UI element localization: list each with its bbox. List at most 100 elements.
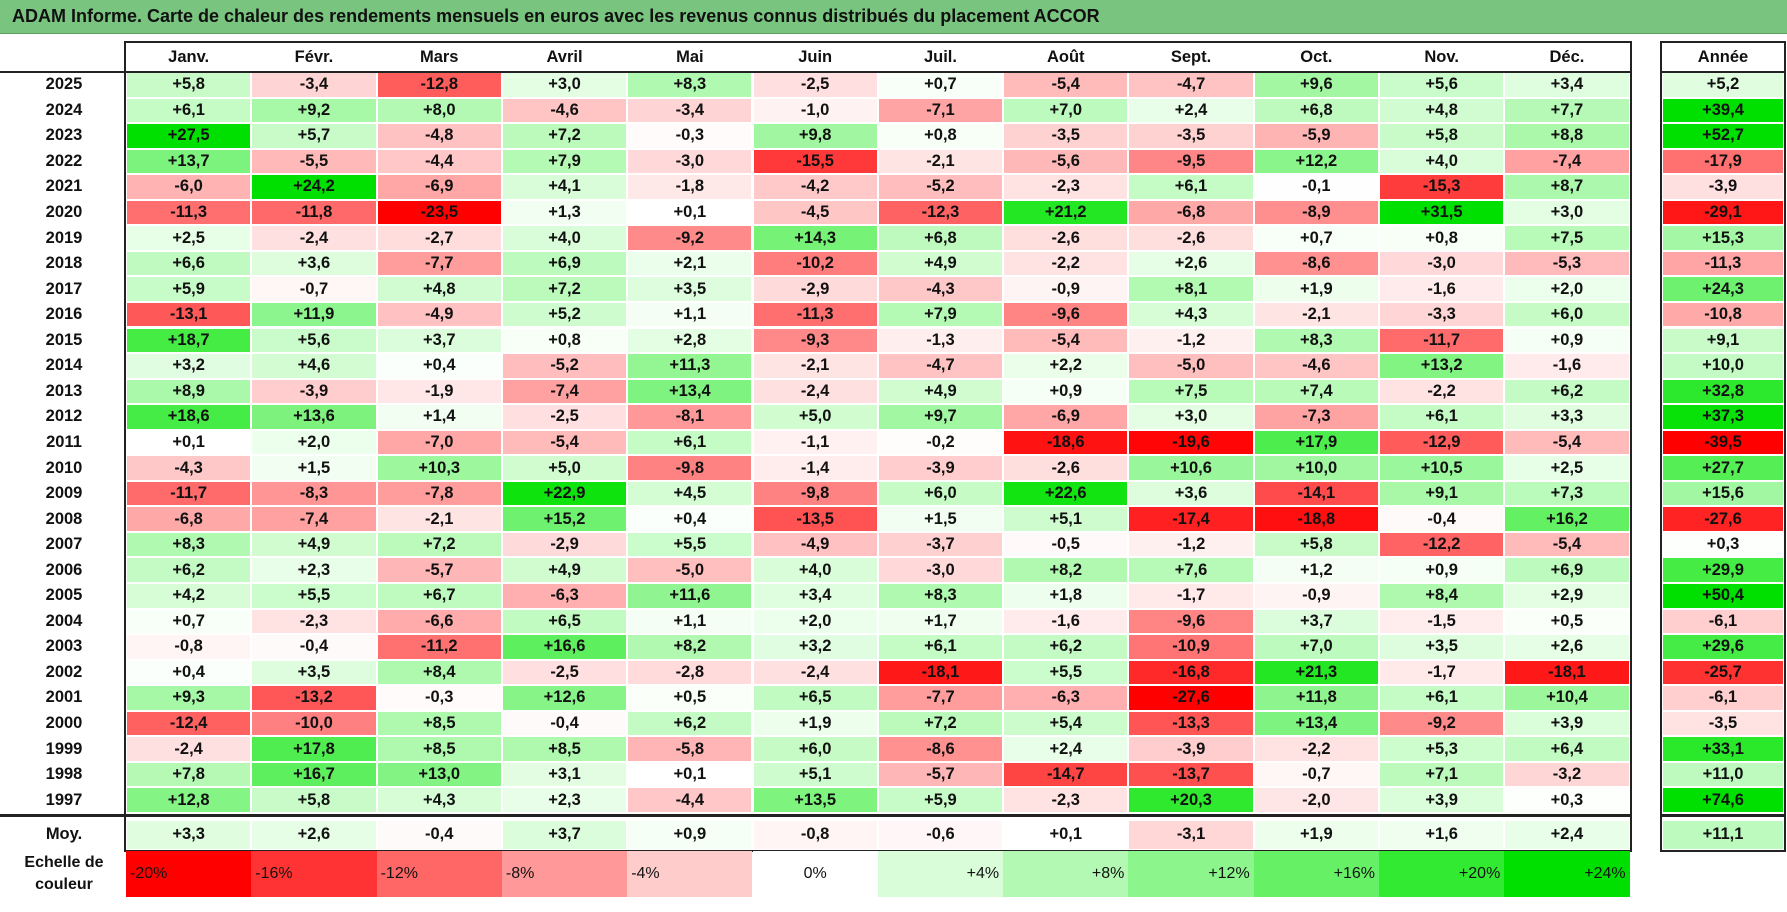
heatmap-cell: -8,1 — [627, 404, 753, 430]
heatmap-cell: +5,4 — [1003, 710, 1129, 737]
heatmap-cell: -2,3 — [251, 608, 377, 635]
heatmap-cell: +3,0 — [501, 72, 628, 98]
heatmap-cell: +15,2 — [501, 506, 628, 532]
heatmap-cell: +21,2 — [1003, 199, 1129, 226]
heatmap-cell: -0,3 — [376, 685, 502, 711]
heatmap-cell: +0,1 — [627, 761, 753, 788]
average-cell: +3,3 — [126, 819, 252, 850]
heatmap-cell: +7,9 — [877, 301, 1004, 328]
heatmap-cell: +2,9 — [1504, 583, 1630, 609]
heatmap-cell: -0,8 — [126, 634, 252, 660]
heatmap-cell: +9,6 — [1253, 72, 1379, 98]
heatmap-cell: -1,2 — [1128, 327, 1254, 354]
annual-cell: -11,3 — [1662, 250, 1784, 277]
heatmap-cell: -0,3 — [627, 123, 753, 149]
heatmap-cell: +7,2 — [501, 276, 628, 302]
heatmap-cell: -7,0 — [376, 429, 502, 456]
year-label: 2024 — [45, 100, 83, 119]
heatmap-cell: -9,6 — [1003, 301, 1129, 328]
heatmap-cell: +21,3 — [1253, 659, 1379, 686]
year-label: 1999 — [45, 739, 83, 758]
heatmap-cell: -5,4 — [1504, 531, 1630, 558]
heatmap-cell: +0,7 — [1253, 225, 1379, 251]
year-label: 2002 — [45, 662, 83, 681]
heatmap-cell: -19,6 — [1128, 429, 1254, 456]
heatmap-cell: +3,6 — [251, 250, 377, 277]
year-label: 2016 — [45, 305, 83, 324]
annual-cell: +0,3 — [1662, 531, 1784, 558]
heatmap-cell: -6,8 — [1128, 199, 1254, 226]
heatmap-cell: +0,9 — [1504, 327, 1630, 354]
heatmap-cell: -8,9 — [1253, 199, 1379, 226]
year-label: 2004 — [45, 611, 83, 630]
year-label: 2014 — [45, 356, 83, 375]
heatmap-cell: +0,1 — [126, 429, 252, 456]
annual-cell: +33,1 — [1662, 736, 1784, 762]
heatmap-cell: -1,9 — [376, 378, 502, 405]
heatmap-cell: -18,8 — [1253, 506, 1379, 532]
heatmap-cell: -0,9 — [1253, 583, 1379, 609]
average-cell: +1,6 — [1379, 819, 1505, 850]
year-label: 2023 — [45, 126, 83, 145]
heatmap-cell: +8,3 — [627, 72, 753, 98]
heatmap-cell: +10,4 — [1504, 685, 1630, 711]
heatmap-cell: +3,9 — [1379, 787, 1505, 813]
month-header: Août — [1046, 48, 1085, 66]
heatmap-cell: +6,9 — [501, 250, 628, 277]
year-label: 2021 — [45, 177, 83, 196]
heatmap-cell: -13,1 — [126, 301, 252, 328]
heatmap-cell: +3,2 — [126, 353, 252, 379]
annual-cell: +15,6 — [1662, 480, 1784, 507]
heatmap-cell: +5,6 — [1379, 72, 1505, 98]
heatmap-cell: -0,2 — [877, 429, 1004, 456]
heatmap-cell: -9,5 — [1128, 148, 1254, 175]
heatmap-cell: +5,9 — [877, 787, 1004, 813]
year-label: 2017 — [45, 279, 83, 298]
heatmap-cell: +3,7 — [376, 327, 502, 354]
heatmap-cell: -2,8 — [627, 659, 753, 686]
heatmap-cell: +2,0 — [1504, 276, 1630, 302]
heatmap-cell: -2,2 — [1003, 250, 1129, 277]
heatmap-cell: -18,1 — [1504, 659, 1630, 686]
heatmap-cell: -7,4 — [501, 378, 628, 405]
heatmap-cell: -6,6 — [376, 608, 502, 635]
heatmap-cell: -2,5 — [501, 659, 628, 686]
annual-cell: +37,3 — [1662, 404, 1784, 430]
heatmap-cell: +6,0 — [1504, 301, 1630, 328]
average-cell: +2,6 — [251, 819, 377, 850]
heatmap-cell: +6,7 — [376, 583, 502, 609]
heatmap-cell: -4,2 — [752, 174, 878, 200]
year-label: 2005 — [45, 586, 83, 605]
heatmap-cell: -1,2 — [1128, 531, 1254, 558]
heatmap-cell: -5,4 — [1003, 72, 1129, 98]
heatmap-cell: +3,5 — [1379, 634, 1505, 660]
heatmap-cell: -5,2 — [501, 353, 628, 379]
year-label: 2018 — [45, 254, 83, 273]
heatmap-cell: -7,4 — [251, 506, 377, 532]
heatmap-cell: -6,0 — [126, 174, 252, 200]
heatmap-cell: +0,7 — [126, 608, 252, 635]
heatmap-cell: +10,3 — [376, 455, 502, 481]
heatmap-cell: -3,9 — [251, 378, 377, 405]
heatmap-cell: +22,6 — [1003, 480, 1129, 507]
rows-bottom-line — [0, 813, 1632, 816]
heatmap-cell: -9,3 — [752, 327, 878, 354]
heatmap-cell: -5,0 — [1128, 353, 1254, 379]
heatmap-cell: +17,9 — [1253, 429, 1379, 456]
heatmap-cell: +4,8 — [1379, 97, 1505, 124]
heatmap-cell: -5,7 — [877, 761, 1004, 788]
year-label: 2009 — [45, 484, 83, 503]
heatmap-cell: -6,3 — [501, 583, 628, 609]
average-cell: -0,6 — [877, 819, 1004, 850]
year-label: 2006 — [45, 560, 83, 579]
heatmap-cell: +2,4 — [1128, 97, 1254, 124]
heatmap-cell: +7,2 — [376, 531, 502, 558]
heatmap-cell: -5,2 — [877, 174, 1004, 200]
heatmap-cell: -2,6 — [1003, 455, 1129, 481]
heatmap-cell: +5,9 — [126, 276, 252, 302]
heatmap-cell: -3,3 — [1379, 301, 1505, 328]
heatmap-cell: +3,9 — [1504, 710, 1630, 737]
heatmap-cell: -2,4 — [752, 378, 878, 405]
heatmap-cell: -2,9 — [752, 276, 878, 302]
heatmap-cell: +3,0 — [1504, 199, 1630, 226]
